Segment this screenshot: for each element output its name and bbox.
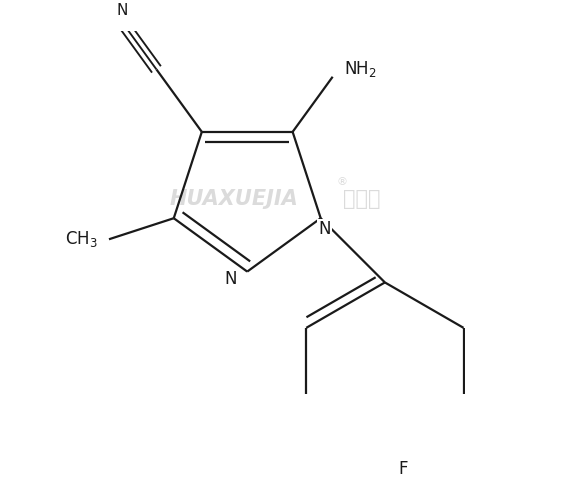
Text: N: N: [318, 220, 330, 238]
Text: CH$_3$: CH$_3$: [65, 229, 98, 249]
Text: N: N: [225, 270, 237, 288]
Text: HUAXUEJIA: HUAXUEJIA: [170, 189, 299, 209]
Text: F: F: [399, 460, 408, 478]
Text: NH$_2$: NH$_2$: [343, 59, 376, 80]
Text: N: N: [116, 3, 127, 18]
Text: ®: ®: [336, 177, 347, 187]
Text: 化学加: 化学加: [342, 189, 380, 209]
